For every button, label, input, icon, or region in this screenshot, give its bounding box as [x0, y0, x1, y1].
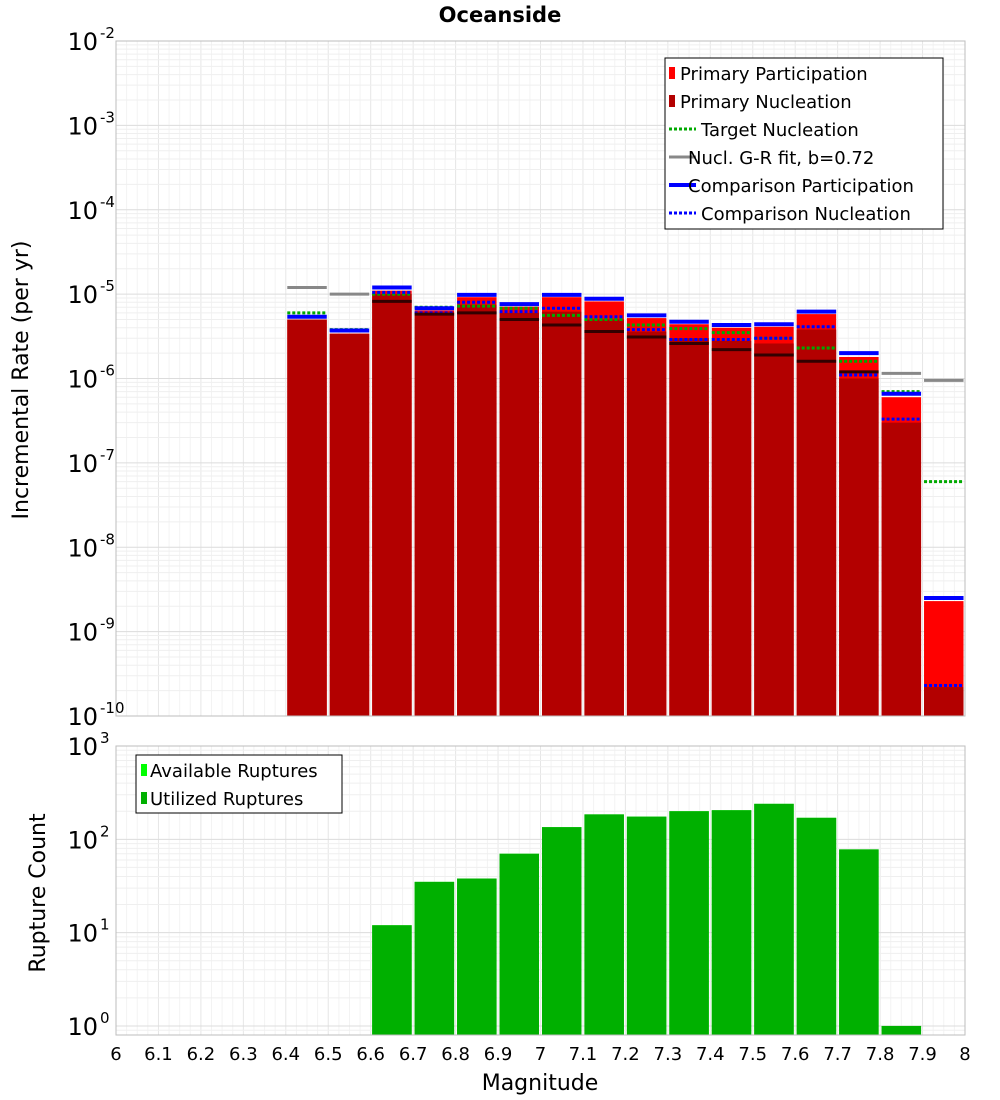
legend-swatch — [669, 67, 675, 79]
x-tick-label: 6.9 — [484, 1044, 513, 1065]
top-y-tick-label: 10 — [67, 534, 98, 562]
top-legend-box — [664, 57, 944, 230]
utilized-ruptures-bar — [754, 803, 794, 1035]
top-y-tick-label: 10 — [67, 619, 98, 647]
x-tick-label: 6.5 — [314, 1044, 343, 1065]
utilized-ruptures-bar — [414, 881, 455, 1035]
top-y-tick-exponent: -3 — [100, 108, 115, 126]
bottom-y-tick-exponent: 3 — [100, 729, 110, 747]
top-y-tick-exponent: -4 — [100, 193, 115, 211]
bottom-y-tick-label: 10 — [67, 826, 98, 854]
bottom-y-tick-label: 10 — [67, 733, 98, 761]
top-y-tick-label: 10 — [67, 197, 98, 225]
nucleation-bar — [499, 312, 540, 716]
legend-label: Target Nucleation — [700, 120, 859, 141]
nucleation-bar — [329, 333, 370, 716]
utilized-ruptures-bar — [881, 1025, 922, 1035]
nucleation-bar — [839, 378, 879, 716]
top-y-tick-label: 10 — [67, 703, 98, 731]
top-y-tick-exponent: -7 — [100, 446, 115, 464]
top-y-tick-label: 10 — [67, 281, 98, 309]
legend-label: Available Ruptures — [150, 761, 318, 782]
top-y-tick-exponent: -2 — [100, 24, 115, 42]
utilized-ruptures-bar — [626, 816, 667, 1035]
bottom-legend: Available Ruptures Utilized Ruptures — [135, 754, 343, 814]
x-tick-label: 7.8 — [866, 1044, 895, 1065]
top-y-tick-label: 10 — [67, 366, 98, 394]
bottom-y-tick-exponent: 0 — [100, 1009, 110, 1027]
x-tick-label: 6.2 — [187, 1044, 216, 1065]
utilized-ruptures-bar — [796, 817, 837, 1035]
top-legend: Primary Participation Primary Nucleation T… — [664, 57, 944, 230]
utilized-ruptures-bar — [372, 925, 412, 1035]
x-tick-label: 7.9 — [908, 1044, 937, 1065]
nucleation-bar — [711, 340, 752, 716]
nucleation-bar — [924, 687, 964, 716]
top-y-tick-label: 10 — [67, 450, 98, 478]
top-y-tick-exponent: -10 — [100, 699, 125, 717]
x-tick-label: 8 — [959, 1044, 970, 1065]
nucleation-bar — [626, 331, 667, 716]
x-tick-label: 6.4 — [271, 1044, 300, 1065]
bottom-y-tick-exponent: 1 — [100, 916, 110, 934]
nucleation-bar — [584, 319, 624, 716]
nucleation-bar — [457, 304, 497, 716]
x-tick-label: 6.6 — [356, 1044, 385, 1065]
top-y-tick-exponent: -6 — [100, 362, 115, 380]
utilized-ruptures-bar — [584, 814, 624, 1035]
legend-swatch — [141, 792, 147, 804]
top-plot-border — [115, 40, 966, 717]
legend-label: Primary Participation — [680, 64, 868, 85]
bottom-legend-box — [135, 754, 343, 814]
top-y-axis-label: Incremental Rate (per yr) — [9, 241, 34, 520]
nucleation-bar — [414, 312, 455, 716]
x-tick-label: 7.3 — [654, 1044, 683, 1065]
nucleation-bar — [796, 329, 837, 716]
x-tick-label: 6.3 — [229, 1044, 258, 1065]
x-tick-label: 6 — [110, 1044, 121, 1065]
utilized-ruptures-bar — [669, 811, 709, 1035]
legend-swatch — [141, 764, 147, 776]
x-axis-label: Magnitude — [482, 1071, 599, 1096]
x-tick-label: 7 — [535, 1044, 546, 1065]
top-y-tick-label: 10 — [67, 28, 98, 56]
top-y-tick-exponent: -5 — [100, 277, 115, 295]
top-y-tick-exponent: -8 — [100, 530, 115, 548]
nucleation-bar — [669, 338, 709, 716]
legend-label: Nucl. G-R fit, b=0.72 — [688, 148, 874, 169]
x-tick-label: 6.8 — [441, 1044, 470, 1065]
x-tick-label: 6.7 — [399, 1044, 428, 1065]
bottom-y-tick-label: 10 — [67, 920, 98, 948]
nucleation-bar — [372, 294, 412, 716]
utilized-ruptures-bar — [541, 827, 582, 1035]
x-tick-label: 6.1 — [144, 1044, 173, 1065]
legend-swatch — [669, 95, 675, 107]
nucleation-bar — [754, 343, 794, 716]
utilized-ruptures-bar — [711, 810, 752, 1035]
bottom-y-tick-exponent: 2 — [100, 822, 110, 840]
bottom-y-tick-label: 10 — [67, 1013, 98, 1041]
x-tick-label: 7.7 — [823, 1044, 852, 1065]
nucleation-bar — [287, 319, 327, 716]
nucleation-bar — [881, 422, 922, 716]
x-tick-label: 7.2 — [611, 1044, 640, 1065]
utilized-ruptures-bar — [457, 878, 497, 1035]
top-y-tick-label: 10 — [67, 112, 98, 140]
x-tick-label: 7.6 — [781, 1044, 810, 1065]
x-tick-label: 7.5 — [738, 1044, 767, 1065]
legend-label: Comparison Nucleation — [701, 204, 911, 225]
bottom-plot-border — [115, 745, 966, 1036]
x-tick-label: 7.4 — [696, 1044, 725, 1065]
nucleation-bar — [541, 311, 582, 716]
utilized-ruptures-bar — [499, 853, 540, 1035]
x-tick-label: 7.1 — [569, 1044, 598, 1065]
legend-label: Primary Nucleation — [680, 92, 852, 113]
chart-title: Oceanside — [439, 3, 562, 27]
top-y-tick-exponent: -9 — [100, 615, 115, 633]
bottom-y-axis-label: Rupture Count — [26, 813, 51, 973]
utilized-ruptures-bar — [839, 849, 879, 1035]
legend-label: Comparison Participation — [688, 176, 914, 197]
legend-label: Utilized Ruptures — [150, 789, 303, 810]
